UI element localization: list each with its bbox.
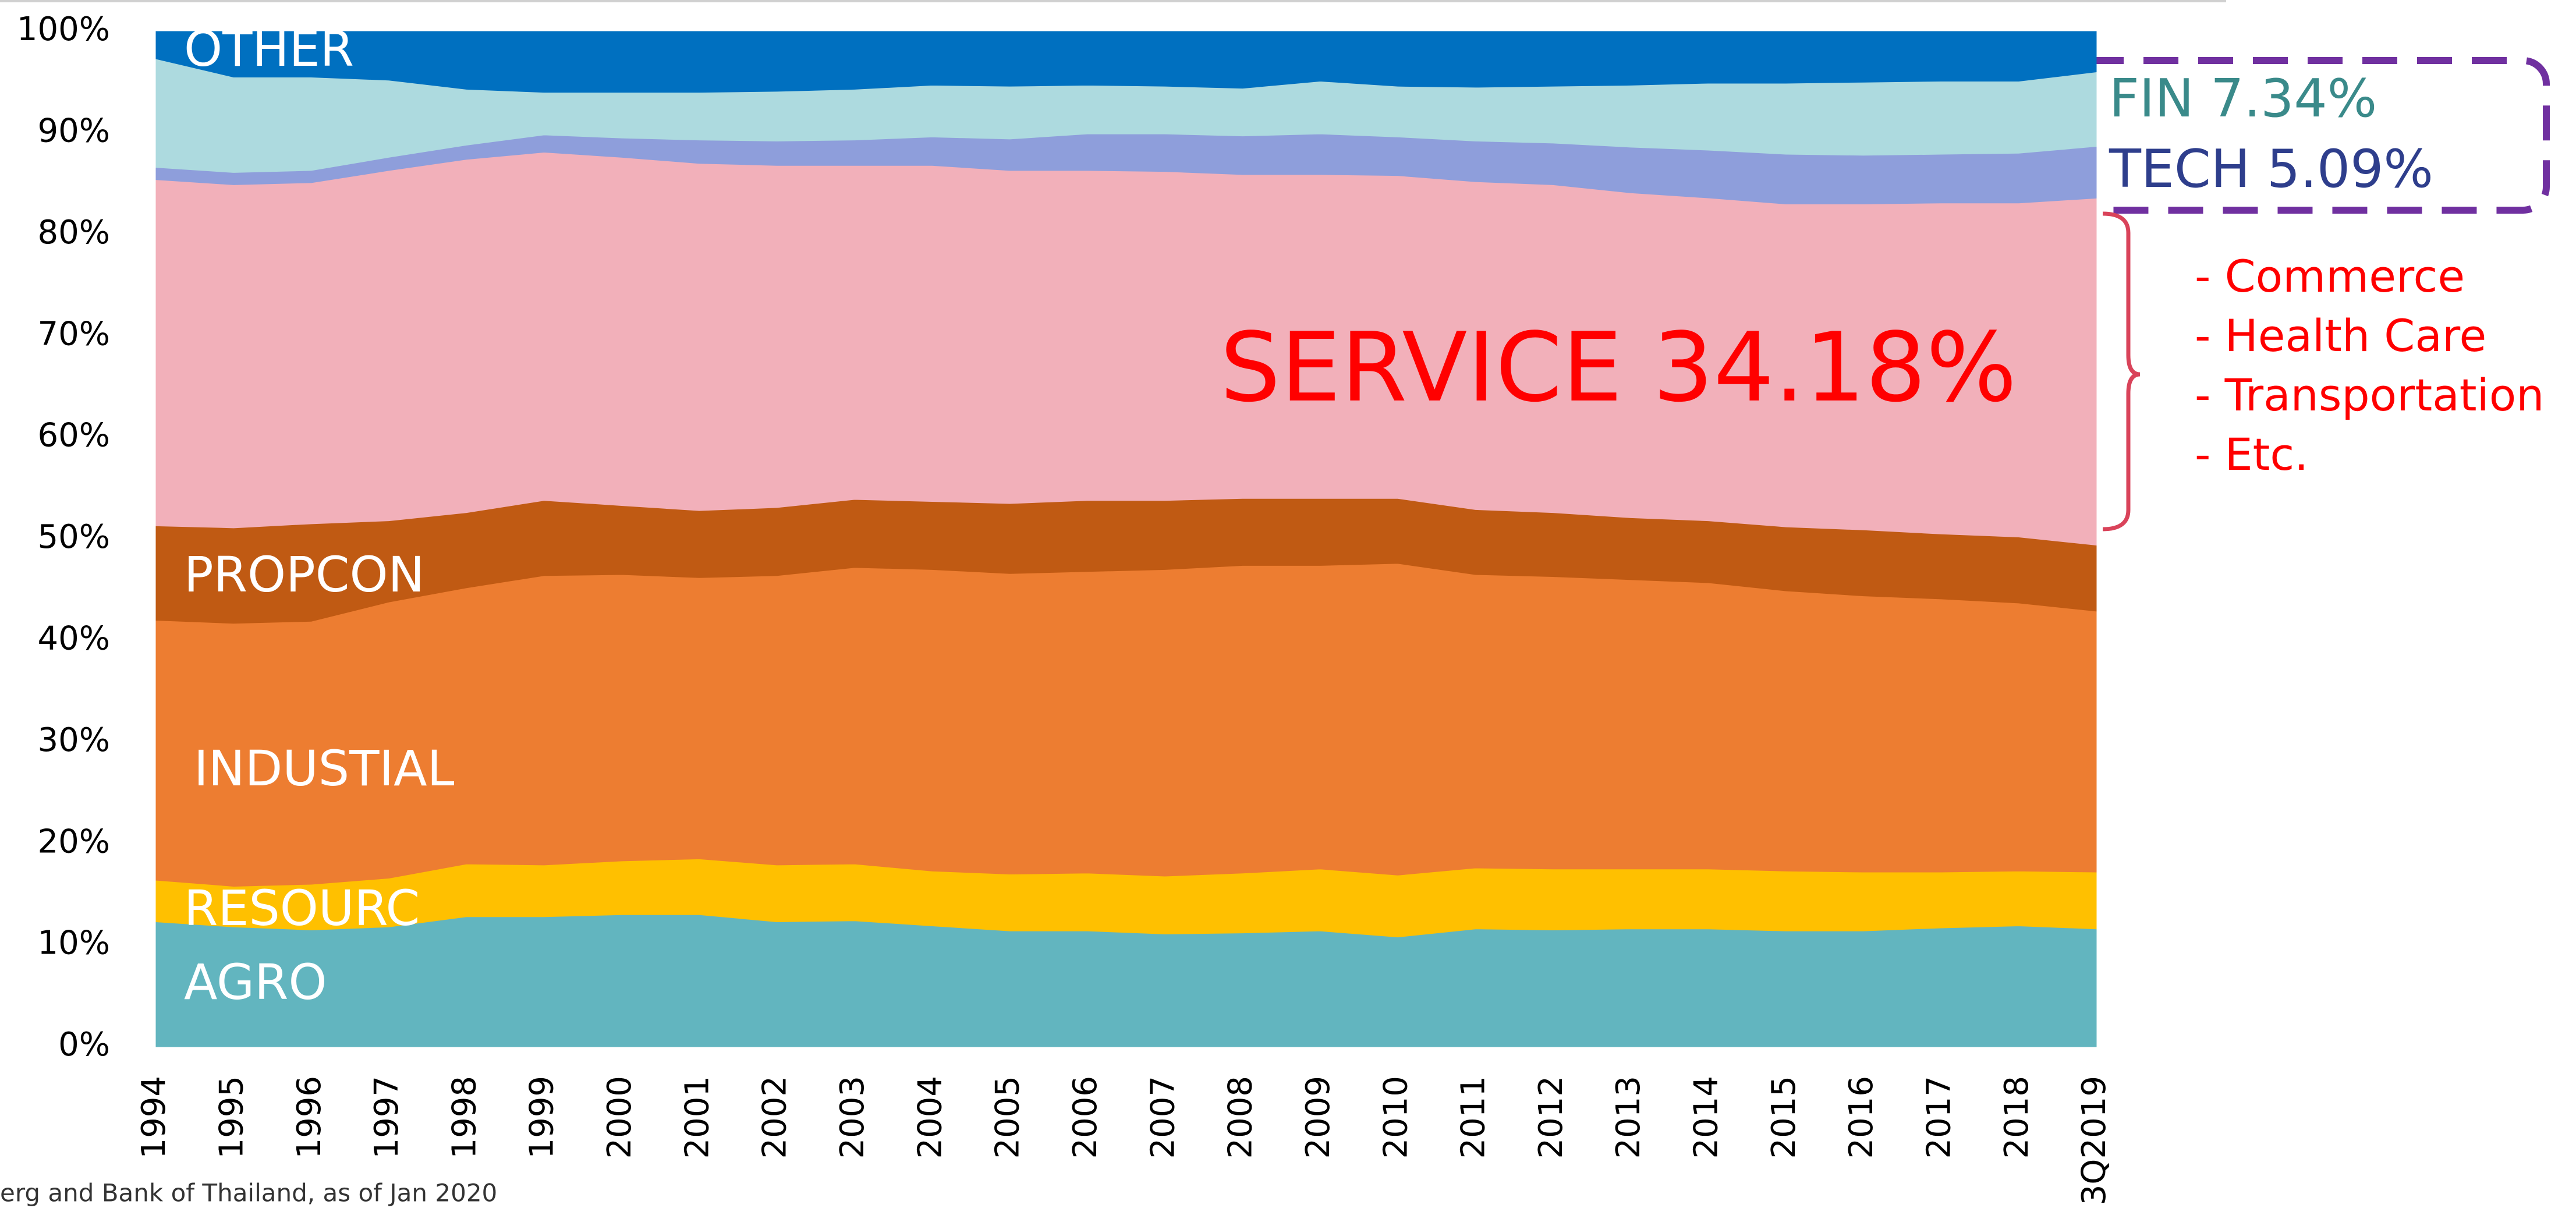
- x-tick-label: 1995: [212, 1076, 250, 1159]
- y-tick-label: 20%: [38, 823, 110, 860]
- x-tick-label: 2015: [1765, 1076, 1803, 1159]
- series-label: RESOURC: [184, 880, 420, 937]
- x-tick-label: 2008: [1222, 1076, 1260, 1159]
- area: [155, 563, 2097, 887]
- service-bracket: [2102, 211, 2141, 532]
- service-item: - Etc.: [2195, 428, 2308, 480]
- x-tick-label: 3Q2019: [2075, 1076, 2113, 1205]
- series-label: INDUSTIAL: [194, 740, 455, 797]
- area: [155, 914, 2097, 1047]
- series-label: AGRO: [184, 954, 327, 1011]
- x-tick-label: 2006: [1066, 1076, 1104, 1159]
- x-tick-label: 2012: [1532, 1076, 1570, 1159]
- x-tick-label: 2004: [911, 1076, 949, 1159]
- x-tick-label: 2010: [1377, 1076, 1415, 1159]
- y-tick-label: 100%: [17, 10, 110, 48]
- x-tick-label: 2013: [1610, 1076, 1647, 1159]
- area: [155, 31, 2097, 93]
- x-tick-label: 2009: [1299, 1076, 1337, 1159]
- x-tick-label: 2014: [1688, 1076, 1725, 1159]
- x-tick-label: 2000: [601, 1076, 639, 1159]
- series-label: FIN 7.34%: [2109, 68, 2377, 129]
- y-tick-label: 40%: [38, 620, 110, 658]
- x-tick-label: 2007: [1144, 1076, 1182, 1159]
- x-tick-label: 2003: [834, 1076, 871, 1159]
- y-tick-label: 70%: [38, 315, 110, 353]
- x-tick-label: 2017: [1921, 1076, 1958, 1159]
- highlight-box: [1679, 57, 2550, 214]
- x-tick-label: 1994: [135, 1076, 173, 1159]
- y-tick-label: 60%: [38, 417, 110, 455]
- x-tick-label: 1997: [368, 1076, 406, 1159]
- service-item: - Transportation: [2195, 369, 2544, 421]
- x-tick-label: 2011: [1455, 1076, 1493, 1159]
- x-tick-label: 2002: [756, 1076, 794, 1159]
- x-tick-label: 2018: [1998, 1076, 2036, 1159]
- service-item: - Health Care: [2195, 310, 2486, 362]
- y-tick-label: 30%: [38, 721, 110, 759]
- y-tick-label: 50%: [38, 518, 110, 556]
- x-tick-label: 1998: [445, 1076, 483, 1159]
- service-item: - Commerce: [2195, 250, 2465, 302]
- series-label: TECH 5.09%: [2109, 139, 2433, 200]
- y-tick-label: 10%: [38, 924, 110, 962]
- x-tick-label: 2005: [989, 1076, 1027, 1159]
- y-tick-label: 0%: [58, 1026, 110, 1064]
- series-label: PROPCON: [184, 546, 424, 603]
- x-tick-label: 1999: [523, 1076, 561, 1159]
- x-tick-label: 2001: [678, 1076, 716, 1159]
- x-tick-label: 2016: [1842, 1076, 1880, 1159]
- series-label: OTHER: [184, 20, 354, 77]
- x-tick-label: 1996: [290, 1076, 328, 1159]
- y-tick-label: 80%: [38, 214, 110, 251]
- y-tick-label: 90%: [38, 112, 110, 150]
- series-label: SERVICE 34.18%: [1220, 312, 2017, 423]
- source-note: erg and Bank of Thailand, as of Jan 2020: [0, 1179, 497, 1207]
